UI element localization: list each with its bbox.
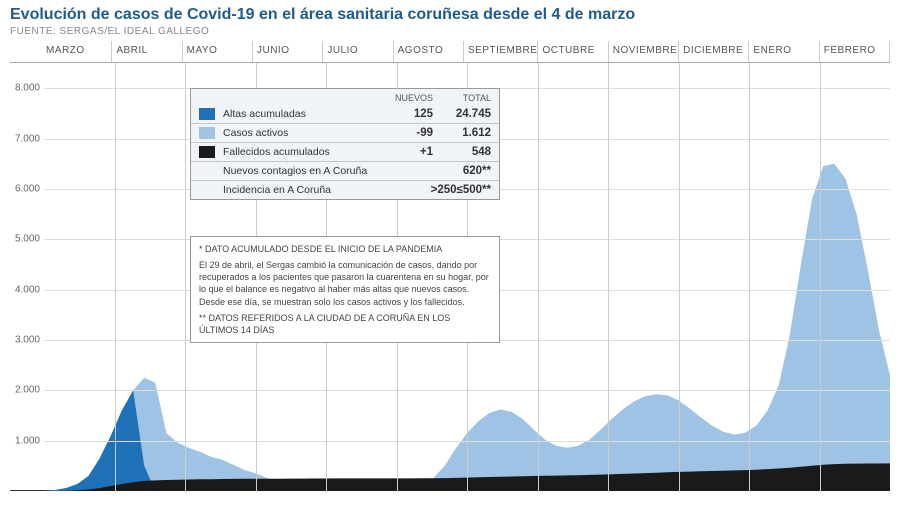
- y-axis-label: 5.000: [10, 234, 40, 245]
- month-label: OCTUBRE: [538, 41, 608, 62]
- legend-row: Altas acumuladas12524.745: [191, 105, 499, 123]
- gridline-v: [679, 63, 680, 491]
- chart-title: Evolución de casos de Covid-19 en el áre…: [10, 6, 890, 24]
- gridline-v: [115, 63, 116, 491]
- legend-label: Nuevos contagios en A Coruña: [223, 165, 375, 177]
- month-label: ABRIL: [112, 41, 182, 62]
- month-label: MARZO: [10, 41, 112, 62]
- legend-value-total: 548: [433, 146, 491, 158]
- legend-swatch: [199, 127, 215, 139]
- y-axis-label: 7.000: [10, 133, 40, 144]
- legend-row: Casos activos-991.612: [191, 123, 499, 142]
- chart-source: FUENTE: SERGAS/EL IDEAL GALLEGO: [10, 26, 890, 37]
- gridline-v: [749, 63, 750, 491]
- legend-value-nuevos: +1: [375, 146, 433, 158]
- footnote-1: * DATO ACUMULADO DESDE EL INICIO DE LA P…: [199, 243, 491, 255]
- month-label: MAYO: [183, 41, 253, 62]
- month-label: NOVIEMBRE: [609, 41, 679, 62]
- y-axis-label: 2.000: [10, 385, 40, 396]
- gridline-v: [538, 63, 539, 491]
- x-axis-months: MARZOABRILMAYOJUNIOJULIOAGOSTOSEPTIEMBRE…: [10, 41, 890, 63]
- month-label: ENERO: [749, 41, 819, 62]
- legend-value-total: >250≤500**: [375, 184, 491, 196]
- legend-value-total: 24.745: [433, 108, 491, 120]
- legend-row: Fallecidos acumulados+1548: [191, 142, 499, 161]
- legend-value-total: 620**: [375, 165, 491, 177]
- month-label: JUNIO: [253, 41, 323, 62]
- legend-col-total: TOTAL: [433, 93, 491, 103]
- gridline-v: [608, 63, 609, 491]
- month-label: JULIO: [323, 41, 393, 62]
- y-axis-label: 3.000: [10, 334, 40, 345]
- footnote-box: * DATO ACUMULADO DESDE EL INICIO DE LA P…: [190, 236, 500, 343]
- legend-header: NUEVOS TOTAL: [191, 89, 499, 105]
- legend-label: Altas acumuladas: [223, 108, 375, 120]
- gridline-v: [820, 63, 821, 491]
- y-axis-label: 4.000: [10, 284, 40, 295]
- legend-row-extra: Nuevos contagios en A Coruña620**: [191, 161, 499, 180]
- month-label: AGOSTO: [394, 41, 464, 62]
- month-label: SEPTIEMBRE: [464, 41, 538, 62]
- footnote-3: ** DATOS REFERIDOS A LA CIUDAD DE A CORU…: [199, 312, 491, 336]
- legend-label: Incidencia en A Coruña: [223, 184, 375, 196]
- legend-label: Fallecidos acumulados: [223, 146, 375, 158]
- legend-swatch: [199, 108, 215, 120]
- month-label: FEBRERO: [820, 41, 890, 62]
- chart-container: Evolución de casos de Covid-19 en el áre…: [0, 0, 900, 506]
- legend-col-nuevos: NUEVOS: [375, 93, 433, 103]
- gridline-v: [185, 63, 186, 491]
- legend-value-total: 1.612: [433, 127, 491, 139]
- legend-swatch: [199, 146, 215, 158]
- legend-value-nuevos: 125: [375, 108, 433, 120]
- legend-value-nuevos: -99: [375, 127, 433, 139]
- y-axis-label: 6.000: [10, 183, 40, 194]
- y-axis-label: 8.000: [10, 83, 40, 94]
- legend-row-extra: Incidencia en A Coruña>250≤500**: [191, 180, 499, 199]
- legend-label: Casos activos: [223, 127, 375, 139]
- footnote-2: El 29 de abril, el Sergas cambió la comu…: [199, 259, 491, 308]
- month-label: DICIEMBRE: [679, 41, 749, 62]
- y-axis-label: 1.000: [10, 435, 40, 446]
- legend-box: NUEVOS TOTAL Altas acumuladas12524.745Ca…: [190, 88, 500, 200]
